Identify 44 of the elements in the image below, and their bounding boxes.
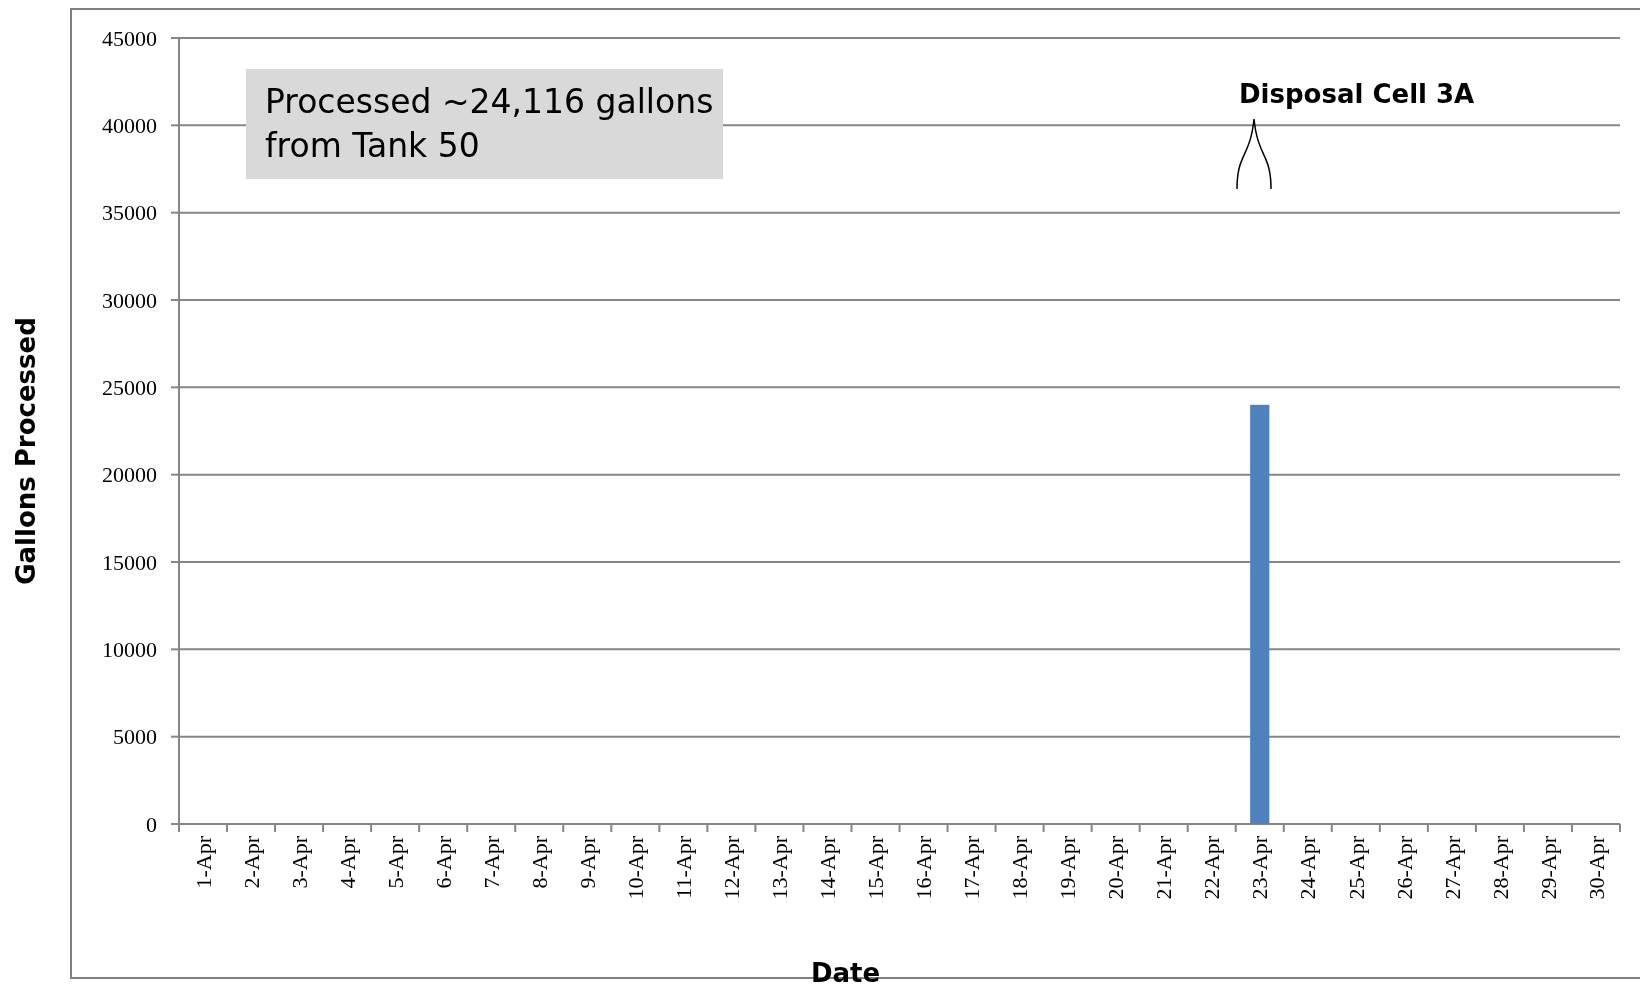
annotation: Processed ~24,116 gallons from Tank 50 [265, 82, 714, 165]
y-axis-title: Gallons Processed [11, 317, 41, 585]
x-tick-label: 24-Apr [1295, 835, 1321, 900]
x-tick-label: 11-Apr [671, 835, 697, 899]
x-tick-label: 15-Apr [863, 835, 889, 900]
y-tick-label: 20000 [102, 462, 157, 488]
x-tick-label: 5-Apr [382, 835, 408, 889]
y-tick-label: 0 [146, 811, 157, 837]
x-tick-label: 4-Apr [334, 835, 360, 889]
x-tick-label: 19-Apr [1055, 835, 1081, 900]
x-tick-label: 29-Apr [1535, 835, 1561, 900]
y-tick-label: 15000 [102, 549, 157, 575]
x-tick-label: 12-Apr [719, 835, 745, 900]
x-tick-label: 3-Apr [286, 835, 312, 889]
x-tick-label: 21-Apr [1151, 835, 1177, 900]
x-tick-label: 30-Apr [1583, 835, 1609, 900]
x-tick-label: 18-Apr [1007, 835, 1033, 900]
y-tick-label: 35000 [102, 200, 157, 226]
x-tick-label: 27-Apr [1439, 835, 1465, 900]
x-tick-label: 17-Apr [959, 835, 985, 900]
y-tick-label: 45000 [102, 25, 157, 51]
x-tick-label: 28-Apr [1487, 835, 1513, 900]
x-tick-label: 1-Apr [190, 835, 216, 889]
x-tick-label: 13-Apr [767, 835, 793, 900]
x-tick-label: 22-Apr [1199, 835, 1225, 900]
x-tick-label: 7-Apr [478, 835, 504, 889]
x-tick-label: 8-Apr [526, 835, 552, 889]
x-tick-label: 2-Apr [238, 835, 264, 889]
x-tick-label: 6-Apr [430, 835, 456, 889]
y-tick-label: 25000 [102, 375, 157, 401]
x-tick-label: 25-Apr [1343, 835, 1369, 900]
x-tick-label: 16-Apr [911, 835, 937, 900]
annotation: Disposal Cell 3A [1239, 79, 1475, 109]
x-tick-label: 14-Apr [815, 835, 841, 900]
y-tick-label: 10000 [102, 637, 157, 663]
x-tick-label: 26-Apr [1391, 835, 1417, 900]
y-tick-label: 40000 [102, 113, 157, 139]
y-tick-label: 5000 [113, 724, 157, 750]
x-axis-title: Date [810, 958, 881, 988]
x-tick-label: 9-Apr [574, 835, 600, 889]
x-tick-label: 20-Apr [1103, 835, 1129, 900]
x-tick-label: 10-Apr [623, 835, 649, 900]
y-tick-label: 30000 [102, 287, 157, 313]
x-tick-label: 23-Apr [1247, 835, 1273, 900]
